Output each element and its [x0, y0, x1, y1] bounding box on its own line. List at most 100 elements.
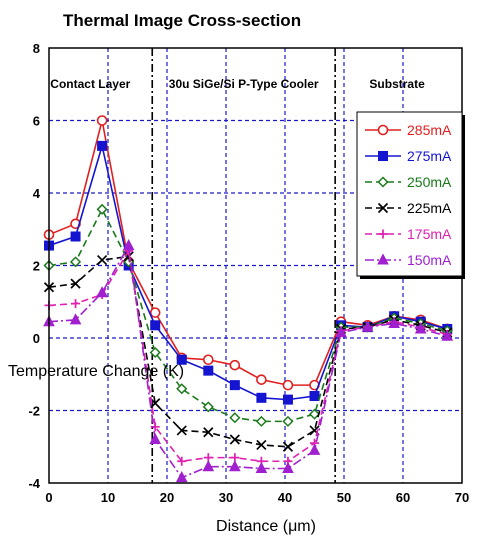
region-label: Substrate	[369, 77, 425, 91]
data-point	[308, 408, 321, 420]
series-line	[48, 248, 448, 463]
data-point	[96, 254, 108, 266]
y-tick-label: 4	[33, 186, 41, 201]
y-tick-label: -4	[28, 476, 40, 491]
legend-marker	[377, 253, 389, 265]
data-point	[70, 231, 81, 242]
data-point	[202, 401, 214, 413]
x-tick-label: 30	[219, 490, 233, 505]
legend-marker	[378, 151, 388, 161]
x-tick-label: 70	[455, 490, 469, 505]
x-tick-label: 20	[160, 490, 174, 505]
region-boundaries: Contact Layer 30u SiGe/Si P-Type Cooler Su…	[50, 48, 425, 483]
legend-label: 275mA	[407, 148, 452, 164]
data-point	[256, 374, 267, 385]
legend-label: 175mA	[407, 226, 452, 242]
data-point	[122, 238, 135, 251]
data-point	[229, 460, 241, 472]
data-point	[229, 380, 240, 391]
x-tick-label: 50	[337, 490, 351, 505]
data-point	[71, 299, 81, 309]
data-point	[70, 278, 81, 289]
data-point	[69, 256, 82, 268]
legend: 285mA 275mA 250mA 225mA 175mA 150mA	[356, 111, 465, 279]
data-point	[282, 379, 294, 391]
legend-label: 285mA	[407, 122, 452, 138]
y-tick-label: 6	[33, 114, 40, 129]
data-point	[150, 320, 161, 331]
data-point	[282, 394, 293, 405]
data-point	[96, 115, 108, 126]
data-point	[388, 316, 400, 328]
series-line	[48, 255, 448, 448]
x-axis-label: Distance (μm)	[216, 518, 316, 535]
data-point	[441, 329, 454, 341]
data-point	[229, 359, 241, 371]
legend-label: 150mA	[407, 252, 452, 268]
y-tick-label: 2	[33, 259, 40, 274]
legend-box	[356, 111, 463, 277]
series-line	[48, 145, 448, 401]
data-point	[256, 392, 267, 403]
data-point	[255, 415, 267, 427]
data-point	[308, 443, 321, 455]
series-line	[48, 207, 448, 423]
data-point	[256, 439, 267, 451]
data-point	[255, 461, 268, 473]
data-point	[203, 354, 214, 366]
data-point	[361, 320, 374, 332]
data-point	[150, 398, 161, 409]
data-point	[176, 425, 187, 436]
y-tick-label: 8	[33, 41, 40, 56]
legend-marker	[377, 176, 389, 188]
x-tick-label: 40	[278, 490, 292, 505]
data-point	[282, 415, 294, 427]
data-point	[149, 307, 161, 318]
legend-marker	[378, 229, 388, 239]
data-point	[69, 313, 82, 325]
data-point	[414, 322, 427, 334]
series-line	[48, 243, 448, 479]
region-label: Contact Layer	[50, 77, 130, 91]
series-layer	[43, 115, 454, 483]
data-point	[150, 422, 160, 432]
data-point	[229, 434, 240, 445]
data-point	[309, 391, 320, 401]
y-tick-label: 0	[33, 331, 40, 346]
x-tick-label: 0	[45, 490, 52, 505]
data-point	[123, 251, 134, 262]
region-label: 30u SiGe/Si P-Type Cooler	[169, 77, 319, 91]
data-point	[282, 461, 294, 473]
series-225mA	[43, 251, 453, 452]
legend-label: 225mA	[407, 200, 452, 216]
data-point	[203, 427, 214, 438]
legend-marker	[377, 202, 389, 214]
x-tick-label: 10	[101, 490, 115, 505]
chart-title: Thermal Image Cross-section	[63, 11, 301, 30]
data-point	[96, 286, 108, 298]
legend-label: 250mA	[407, 174, 452, 190]
tick-labels: 0 10 20 30 40 50 60 70 -4 -2 0 2 4 6 8	[28, 41, 469, 505]
y-tick-label: -2	[28, 404, 40, 419]
x-tick-label: 60	[396, 490, 410, 505]
data-point	[177, 456, 187, 466]
data-point	[229, 412, 241, 424]
legend-marker	[377, 124, 389, 136]
y-axis-label: Temperature Change (K)	[8, 363, 184, 380]
data-point	[175, 470, 188, 483]
data-point	[176, 383, 188, 395]
data-point	[149, 432, 162, 444]
data-point	[96, 203, 108, 215]
data-point	[335, 325, 347, 338]
data-point	[97, 140, 108, 151]
data-point	[202, 460, 215, 472]
data-point	[203, 365, 214, 376]
series-175mA	[44, 246, 452, 466]
series-150mA	[43, 238, 454, 483]
series-line	[48, 120, 448, 386]
data-point	[176, 354, 187, 365]
data-point	[282, 441, 294, 452]
data-point	[149, 346, 161, 359]
grid-lines	[49, 48, 462, 483]
